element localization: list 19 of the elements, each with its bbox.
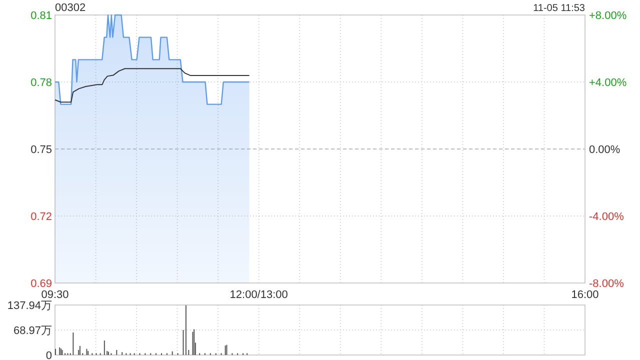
- x-tick-label: 16:00: [571, 289, 599, 301]
- y2-tick-label: +8.00%: [589, 10, 627, 22]
- y-tick-label: 68.97万: [13, 324, 52, 337]
- x-tick-label: 12:00/13:00: [230, 289, 288, 301]
- y-tick-label: 0.72: [30, 210, 52, 223]
- y-tick-label: 0.81: [30, 10, 52, 22]
- text: 11-05 11:53: [533, 3, 586, 14]
- y2-tick-label: -4.00%: [589, 210, 624, 223]
- chart-title: 00302: [55, 2, 86, 14]
- y-tick-label: 0.75: [30, 144, 52, 156]
- y-tick-label: 137.94万: [7, 300, 52, 312]
- y-tick-label: 0: [46, 350, 52, 360]
- y2-tick-label: 0.00%: [589, 144, 620, 156]
- y2-tick-label: -8.00%: [589, 278, 624, 290]
- y-tick-label: 0.78: [30, 76, 52, 89]
- y-tick-label: 0.69: [30, 278, 52, 290]
- line-series: [54, 68, 250, 103]
- x-tick-label: 09:30: [41, 289, 69, 301]
- y2-tick-label: +4.00%: [589, 76, 627, 89]
